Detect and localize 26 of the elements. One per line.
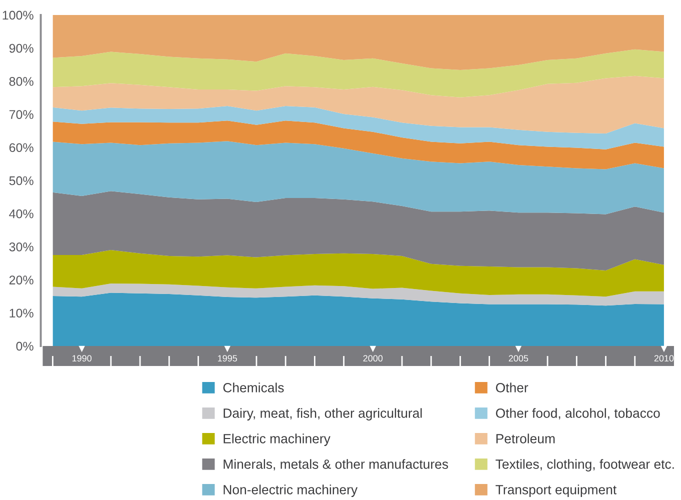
y-tick-label: 0% <box>16 342 34 351</box>
x-tick-label: 2000 <box>363 355 383 362</box>
y-tick-label: 60% <box>9 143 34 152</box>
legend-label: Minerals, metals & other manufactures <box>224 459 448 470</box>
legend-label: Dairy, meat, fish, other agricultural <box>224 408 422 420</box>
legend-label: Chemicals <box>223 382 284 392</box>
y-tick-label: 90% <box>9 44 34 53</box>
x-tick-label: 2005 <box>508 355 528 362</box>
legend-label: Non-electric machinery <box>224 484 358 497</box>
y-tick-label: 80% <box>9 77 34 86</box>
legend-label: Other <box>496 382 528 392</box>
legend-label: Transport equipment <box>496 484 616 497</box>
y-tick-label: 40% <box>9 209 34 218</box>
y-tick-label: 30% <box>9 242 34 252</box>
legend-label: Other food, alcohol, tobacco <box>496 408 660 420</box>
y-tick-label: 100% <box>2 10 34 20</box>
legend-label: Petroleum <box>496 434 555 444</box>
y-tick-label: 70% <box>9 110 34 119</box>
y-tick-label: 10% <box>10 308 34 318</box>
y-tick-label: 20% <box>9 276 34 284</box>
legend-label: Electric machinery <box>224 434 330 446</box>
legend-label: Textiles, clothing, footwear etc. <box>496 459 674 472</box>
x-tick-label: 1990 <box>72 355 92 362</box>
x-tick-label: 1995 <box>218 355 238 362</box>
x-tick-label: 2010 <box>654 355 674 362</box>
y-tick-label: 50% <box>9 176 34 186</box>
